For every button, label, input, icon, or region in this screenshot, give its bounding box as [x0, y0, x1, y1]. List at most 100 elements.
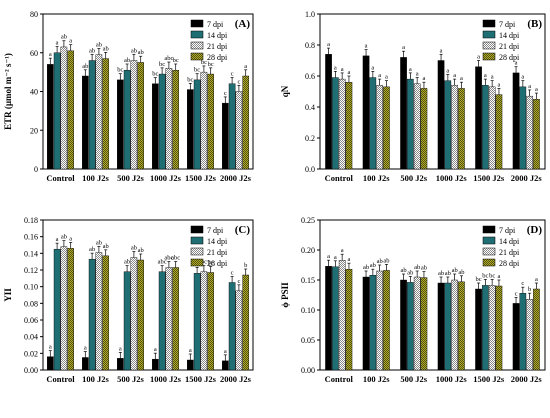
data-label: a	[49, 344, 52, 351]
legend-entry: 21 dpi	[499, 42, 520, 51]
y-axis-label: qN	[280, 85, 290, 97]
bar	[130, 257, 138, 371]
legend-swatch	[482, 52, 496, 61]
y-tick-label: 0	[34, 165, 38, 174]
x-tick-label: 1000 J2s	[150, 374, 182, 384]
data-label: a	[56, 236, 59, 243]
bar	[123, 271, 131, 371]
data-label: c	[237, 278, 240, 285]
data-label: a	[371, 64, 374, 71]
panel-label: (C)	[235, 224, 251, 236]
panel-label: (D)	[527, 224, 543, 236]
plot-frame	[42, 219, 254, 371]
bar	[420, 277, 428, 371]
legend-entry: 14 dpi	[499, 237, 520, 246]
data-label: a	[402, 44, 405, 51]
x-tick-label: 500 J2s	[400, 374, 427, 384]
legend-swatch	[482, 30, 496, 39]
data-label: bc	[117, 67, 123, 74]
bar	[482, 85, 489, 170]
bar	[151, 83, 159, 170]
data-label: a	[416, 71, 419, 78]
bar	[200, 271, 208, 371]
legend-entry: 7 dpi	[207, 226, 224, 235]
bar	[519, 293, 527, 371]
data-label: c	[515, 290, 518, 297]
bar	[137, 62, 145, 170]
y-tick-label: 0.15	[301, 276, 315, 285]
bar	[60, 46, 68, 170]
bar	[332, 266, 339, 371]
data-label: ab	[89, 246, 95, 253]
bar	[193, 273, 201, 371]
data-label: a	[477, 54, 480, 61]
y-tick-label: 0.06	[24, 316, 38, 325]
data-label: b	[528, 286, 531, 293]
bar	[235, 91, 243, 170]
data-label: b	[244, 262, 247, 269]
data-label: a	[440, 47, 443, 54]
y-tick-label: 60	[30, 49, 38, 58]
data-label: ab	[438, 270, 444, 277]
bar	[475, 66, 482, 170]
data-label: c	[224, 90, 227, 97]
data-label: bc	[201, 59, 207, 66]
y-tick-label: 0.05	[301, 336, 315, 345]
legend-entry: 21 dpi	[207, 248, 228, 257]
bar	[53, 52, 61, 170]
data-label: a	[385, 74, 388, 81]
bar	[451, 279, 458, 371]
data-label: bc	[187, 76, 193, 83]
legend-entry: 28 dpi	[499, 53, 520, 62]
x-tick-label: Control	[325, 173, 354, 183]
y-tick-label: 0.12	[24, 266, 38, 275]
data-label: a	[498, 273, 501, 280]
data-label: a	[189, 347, 192, 354]
bar	[221, 360, 229, 371]
bar	[67, 50, 74, 170]
y-tick-label: 0.6	[305, 72, 315, 81]
bar	[207, 73, 215, 170]
data-label: a	[515, 60, 518, 67]
legend-swatch	[190, 30, 204, 39]
y-tick-label: 0.14	[24, 249, 38, 258]
data-label: a	[69, 38, 72, 45]
legend-entry: 7 dpi	[499, 20, 516, 29]
y-tick-label: 0.00	[301, 366, 315, 375]
bar	[495, 94, 503, 170]
y-tick-label: 0.16	[24, 233, 38, 242]
data-label: a	[460, 75, 463, 82]
y-tick-label: 80	[30, 10, 38, 19]
bar	[95, 54, 103, 170]
legend-swatch	[190, 258, 204, 267]
y-tick-label: 0.20	[301, 246, 315, 255]
bar	[383, 86, 390, 170]
data-label: ab	[131, 245, 137, 252]
bar	[172, 267, 180, 371]
data-label: ab	[103, 45, 109, 52]
data-label: abc	[164, 55, 173, 62]
data-label: ab	[400, 267, 406, 274]
legend-swatch	[482, 225, 496, 234]
bar	[437, 60, 445, 170]
y-tick-label: 0.10	[301, 306, 315, 315]
data-label: ab	[363, 264, 369, 271]
legend-entry: 28 dpi	[207, 53, 228, 62]
x-tick-label: 100 J2s	[363, 173, 390, 183]
data-label: a	[49, 51, 52, 58]
bar	[444, 80, 452, 170]
bar	[47, 356, 54, 371]
x-tick-label: 100 J2s	[363, 374, 390, 384]
bar	[235, 290, 243, 371]
bar	[526, 299, 533, 371]
bar	[345, 269, 353, 371]
y-tick-label: 40	[30, 88, 38, 97]
bar	[512, 72, 520, 170]
data-label: a	[56, 40, 59, 47]
data-label: a	[409, 66, 412, 73]
bar	[420, 88, 428, 170]
bar	[369, 77, 377, 170]
legend-entry: 14 dpi	[207, 31, 228, 40]
plot-frame	[319, 219, 546, 371]
x-tick-label: 2000 J2s	[511, 173, 543, 183]
